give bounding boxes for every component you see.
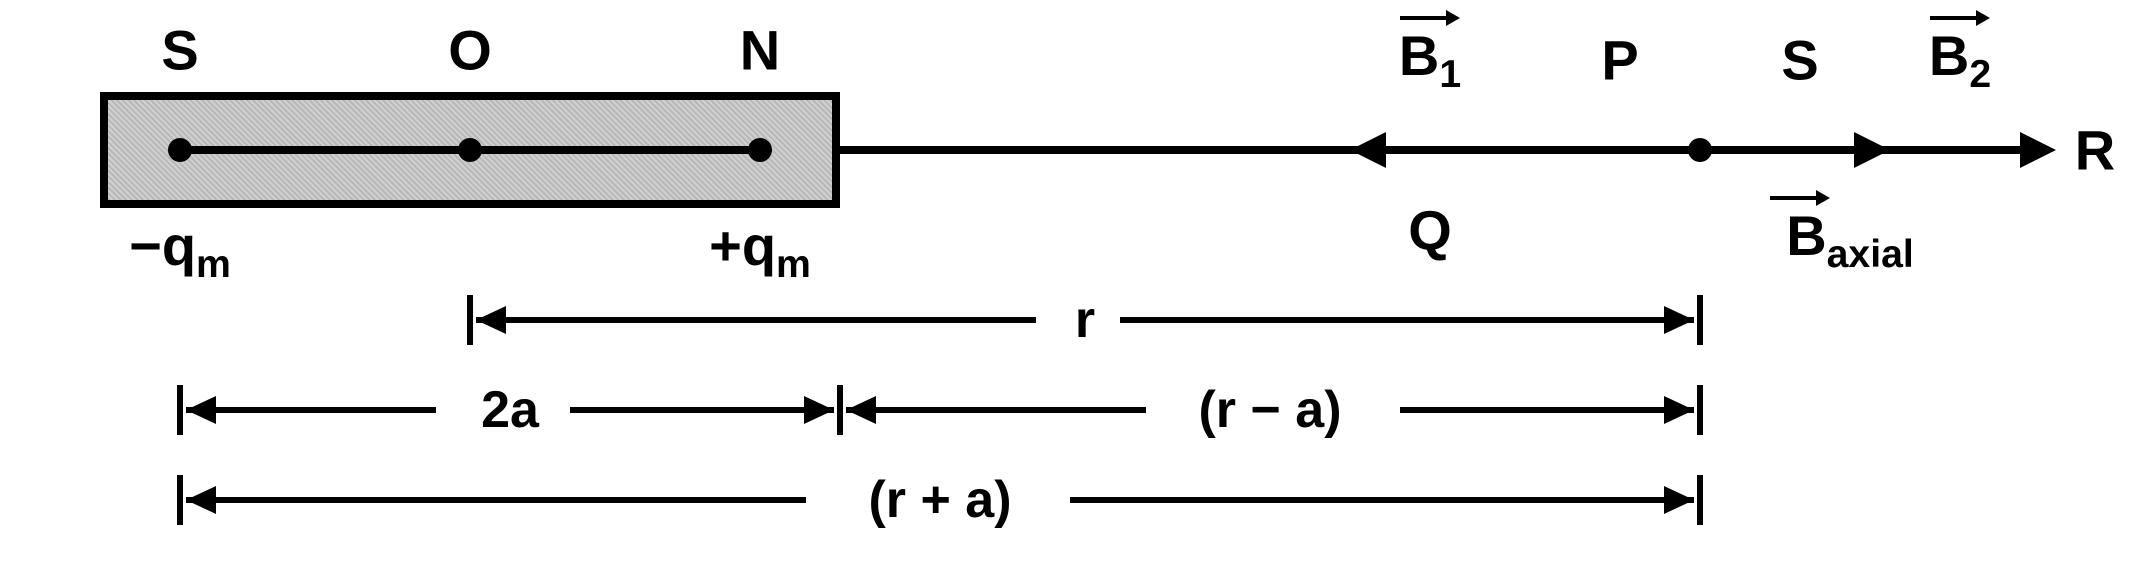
dim-2a-arrow-right [804,396,834,424]
dim-r-arrow-right [1664,306,1694,334]
tick-rpa-right [1697,475,1703,525]
tick-rma-right [1697,385,1703,435]
tick-r-right [1697,295,1703,345]
label-p: P [1601,28,1638,93]
axis-to-p [840,146,1700,154]
south-pole-dot [168,138,192,162]
dim-rma-line-left [846,407,1146,413]
dim-r-line-left [476,317,1036,323]
label-plus-qm: +qm [709,213,811,287]
dim-rpa-arrow-right [1664,486,1694,514]
label-s-right: S [1781,28,1818,93]
label-n-pole: N [740,18,780,83]
dim-r-line-right [1120,317,1694,323]
label-r-minus-a: (r − a) [1198,380,1341,440]
label-minus-qm: −qm [129,213,231,287]
label-2a: 2a [481,380,539,440]
dim-rma-line-right [1400,407,1694,413]
dim-rma-arrow-left [846,396,876,424]
dim-2a-line-left [186,407,436,413]
dim-rma-arrow-right [1664,396,1694,424]
label-r-plus-a: (r + a) [868,470,1011,530]
label-q: Q [1408,198,1452,263]
tick-r-left [467,295,473,345]
tick-2a-right [837,385,843,435]
dim-r-arrow-left [476,306,506,334]
dim-2a-line-right [570,407,834,413]
north-pole-dot [748,138,772,162]
label-b2: B2 [1929,23,1991,97]
dim-2a-arrow-left [186,396,216,424]
tick-2a-left [177,385,183,435]
tick-rpa-left [177,475,183,525]
label-r: r [1075,290,1095,350]
r-arrowhead [2020,132,2056,168]
label-baxial: Baxial [1786,203,1914,277]
b2-intermediate-arrowhead [1854,132,1890,168]
b2-overarrow [1930,16,1980,20]
label-o-center: O [448,18,492,83]
b1-overarrow [1400,16,1450,20]
b1-arrowhead [1350,132,1386,168]
center-dot [458,138,482,162]
label-b1: B1 [1399,23,1461,97]
dim-rpa-arrow-left [186,486,216,514]
baxial-overarrow [1770,196,1820,200]
dim-rpa-line-right [1070,497,1694,503]
label-r: R [2075,118,2115,183]
dim-rpa-line-left [186,497,806,503]
label-s-pole: S [161,18,198,83]
diagram-canvas: S O N B1 P S B2 R −qm +qm Q Baxial r 2a … [0,0,2140,572]
